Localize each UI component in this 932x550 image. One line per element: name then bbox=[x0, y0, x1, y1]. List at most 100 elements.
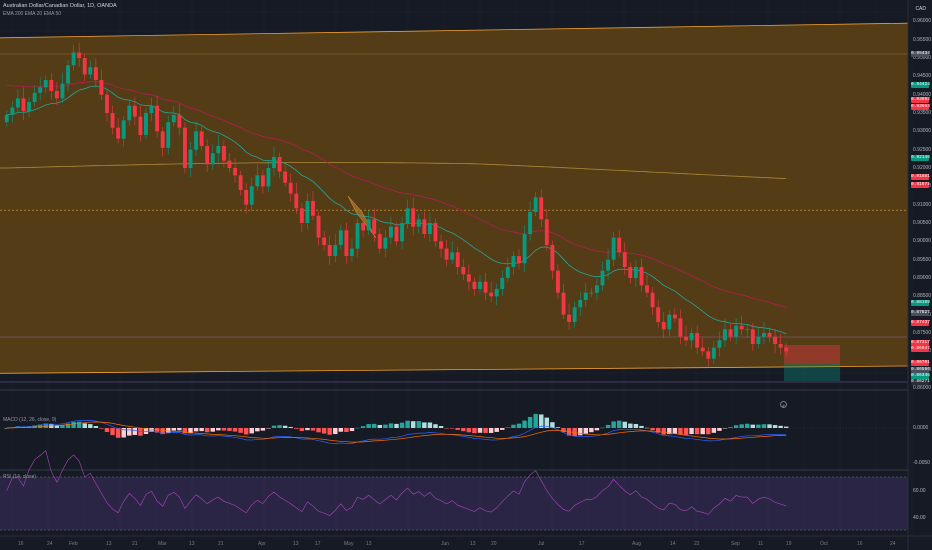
price-tick: 0.96000 bbox=[913, 18, 932, 25]
macd-bar bbox=[305, 428, 310, 431]
price-badge: 0.93663 bbox=[911, 104, 930, 110]
candle bbox=[778, 344, 783, 348]
macd-bar bbox=[104, 428, 110, 432]
macd-bar bbox=[277, 425, 282, 428]
macd-bar bbox=[483, 428, 488, 433]
candle bbox=[216, 146, 221, 154]
candle bbox=[149, 105, 154, 113]
indicator-legend[interactable]: EMA 200 EMA 20 EMA 50 bbox=[3, 11, 62, 17]
candle bbox=[439, 241, 443, 249]
candle bbox=[194, 131, 199, 150]
candle bbox=[188, 149, 193, 168]
price-badge: 0.87827 bbox=[911, 310, 930, 316]
candle bbox=[255, 175, 260, 187]
macd-bar bbox=[99, 428, 104, 429]
candle bbox=[589, 292, 594, 294]
macd-bar bbox=[433, 424, 438, 428]
price-badge: 0.86586 bbox=[911, 367, 930, 373]
candle bbox=[578, 300, 583, 308]
macd-bar bbox=[533, 413, 538, 428]
candle bbox=[500, 278, 505, 289]
macd-bar bbox=[143, 428, 149, 435]
macd-bar bbox=[722, 428, 728, 429]
candle bbox=[316, 215, 321, 238]
macd-bar bbox=[349, 428, 355, 432]
time-tick: May bbox=[344, 541, 354, 547]
macd-bar bbox=[511, 424, 516, 428]
macd-bar bbox=[700, 428, 705, 435]
short-position-target-zone[interactable] bbox=[784, 364, 840, 381]
macd-bar bbox=[65, 423, 71, 428]
macd-bar bbox=[488, 428, 494, 433]
macd-bar bbox=[188, 428, 193, 434]
macd-bar bbox=[583, 428, 589, 434]
macd-bar bbox=[539, 414, 544, 428]
candle bbox=[15, 98, 20, 108]
macd-bar bbox=[405, 420, 410, 428]
macd-bar bbox=[694, 428, 700, 435]
macd-bar bbox=[199, 428, 204, 432]
macd-bar bbox=[54, 425, 60, 428]
macd-bar bbox=[355, 427, 360, 429]
candle bbox=[4, 114, 9, 123]
macd-bar bbox=[177, 428, 182, 431]
macd-bar bbox=[711, 428, 717, 433]
candle bbox=[394, 226, 399, 242]
macd-bar bbox=[466, 428, 472, 433]
symbol-title[interactable]: Australian Dollar/Canadian Dollar, 1D, O… bbox=[3, 3, 117, 9]
macd-bar bbox=[249, 428, 254, 434]
rsi-label[interactable]: RSI (14, close) bbox=[3, 474, 37, 480]
candle bbox=[761, 333, 766, 337]
candle bbox=[260, 175, 265, 187]
macd-bar bbox=[589, 428, 594, 433]
candle bbox=[706, 351, 711, 359]
candle bbox=[333, 245, 338, 256]
candle bbox=[294, 193, 299, 209]
macd-bar bbox=[288, 426, 293, 428]
candle bbox=[311, 201, 315, 216]
macd-bar bbox=[221, 428, 227, 431]
candle bbox=[77, 52, 82, 58]
macd-label[interactable]: MACD (12, 26, close, 9) bbox=[3, 417, 57, 423]
candle bbox=[405, 208, 410, 223]
macd-bar bbox=[611, 421, 616, 428]
macd-bar bbox=[745, 423, 750, 428]
candle bbox=[93, 67, 98, 80]
macd-bar bbox=[605, 424, 611, 428]
macd-bar bbox=[616, 420, 622, 428]
macd-bar bbox=[299, 428, 305, 431]
candle bbox=[489, 292, 494, 297]
candle bbox=[166, 122, 171, 148]
time-tick: 13 bbox=[293, 541, 299, 547]
price-badge: 0.86701 bbox=[911, 360, 930, 366]
candle bbox=[684, 336, 688, 341]
price-tick: 0.86000 bbox=[913, 385, 932, 391]
time-tick: 11 bbox=[758, 541, 764, 547]
short-position-stop-zone[interactable] bbox=[784, 345, 840, 364]
macd-bar bbox=[232, 428, 238, 432]
price-channel bbox=[0, 23, 908, 374]
macd-bar bbox=[577, 428, 583, 436]
candle bbox=[116, 127, 121, 139]
rsi-tick: 40.00 bbox=[913, 515, 926, 521]
price-tick: 0.92500 bbox=[913, 146, 932, 153]
candle bbox=[461, 267, 466, 275]
macd-bar bbox=[778, 425, 783, 428]
macd-bar bbox=[427, 422, 433, 428]
event-marker-icon[interactable]: # bbox=[780, 401, 787, 408]
macd-bar bbox=[639, 425, 644, 428]
rsi-line bbox=[6, 450, 787, 516]
candles[interactable] bbox=[4, 42, 789, 367]
time-tick: Feb bbox=[69, 541, 78, 547]
macd-bar bbox=[572, 428, 577, 437]
price-badge: 0.93882 bbox=[911, 97, 930, 103]
price-badge: 0.91571 bbox=[911, 182, 930, 188]
candle bbox=[54, 91, 59, 99]
candle bbox=[144, 113, 148, 135]
candle bbox=[645, 285, 649, 293]
macd-bar bbox=[210, 428, 216, 432]
rsi-tick: 60.00 bbox=[913, 488, 926, 494]
candle bbox=[478, 281, 482, 289]
macd-bar bbox=[366, 424, 371, 428]
